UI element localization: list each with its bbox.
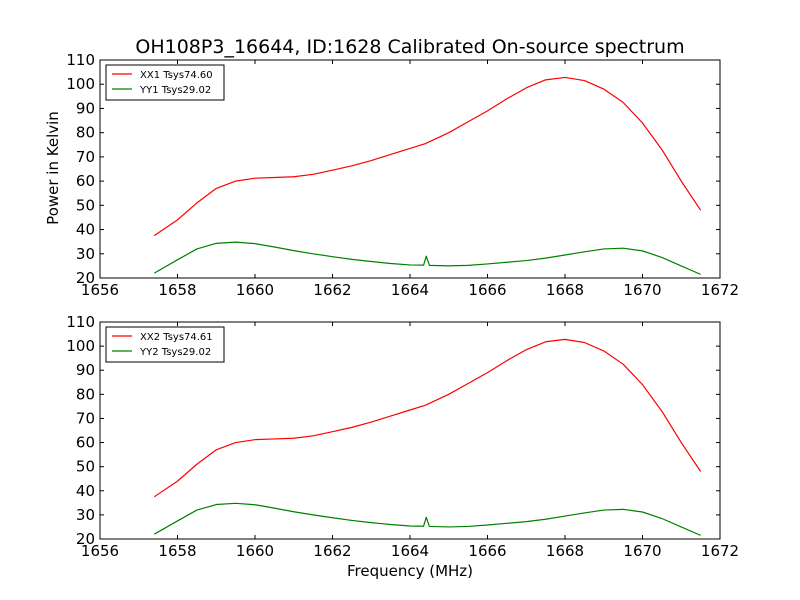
y-tick-label: 90 <box>76 361 95 379</box>
legend-box <box>105 64 225 101</box>
x-tick-label: 1660 <box>236 281 274 299</box>
x-tick-label: 1670 <box>623 281 661 299</box>
y-tick-label: 40 <box>76 221 95 239</box>
y-tick-label: 60 <box>76 434 95 452</box>
x-tick-label: 1664 <box>391 281 429 299</box>
y-tick-label: 100 <box>66 337 95 355</box>
y-tick-label: 110 <box>66 51 95 69</box>
chart-title: OH108P3_16644, ID:1628 Calibrated On-sou… <box>135 36 684 58</box>
y-tick-label: 70 <box>76 148 95 166</box>
legend-label: YY1 Tsys29.02 <box>139 85 211 96</box>
legend-box <box>105 326 225 363</box>
series-line-xx <box>153 338 702 498</box>
x-tick-label: 1668 <box>546 281 584 299</box>
plot-panel-2: 1656 1658 1660 1662 1664 1666 1668 1670 1672 20 30… <box>66 313 739 560</box>
y-tick-label: 60 <box>76 172 95 190</box>
y-tick-label: 100 <box>66 75 95 93</box>
legend: XX2 Tsys74.61 YY2 Tsys29.02 <box>105 326 225 363</box>
x-tick-label: 1670 <box>623 542 661 560</box>
y-tick-label: 50 <box>76 196 95 214</box>
chart-panels: 1656 1658 1660 1662 1664 1666 1668 1670 1672 20 30… <box>66 51 739 560</box>
legend-label: YY2 Tsys29.02 <box>139 347 211 358</box>
series-line-yy <box>153 241 701 275</box>
y-tick-label: 70 <box>76 409 95 427</box>
x-axis-title: Frequency (MHz) <box>347 562 473 580</box>
y-tick-label: 20 <box>76 269 95 287</box>
series-line-xx <box>153 76 702 237</box>
series-line-yy <box>153 502 701 536</box>
y-tick-label: 30 <box>76 245 95 263</box>
x-tick-label: 1656 <box>81 542 119 560</box>
y-tick-label: 110 <box>66 313 95 331</box>
y-tick-label: 90 <box>76 99 95 117</box>
y-tick-label: 50 <box>76 458 95 476</box>
x-tick-label: 1666 <box>468 542 506 560</box>
y-tick-label: 30 <box>76 506 95 524</box>
x-tick-label: 1660 <box>236 542 274 560</box>
x-tick-label: 1666 <box>468 281 506 299</box>
y-tick-label: 80 <box>76 124 95 142</box>
y-tick-label: 40 <box>76 482 95 500</box>
x-tick-label: 1672 <box>701 281 739 299</box>
legend: XX1 Tsys74.60 YY1 Tsys29.02 <box>105 64 225 101</box>
x-tick-label: 1662 <box>313 542 351 560</box>
y-tick-label: 20 <box>76 530 95 548</box>
plot-panel-1: 1656 1658 1660 1662 1664 1666 1668 1670 1672 20 30… <box>66 51 739 299</box>
x-tick-label: 1658 <box>158 542 196 560</box>
legend-label: XX2 Tsys74.61 <box>140 332 213 343</box>
x-tick-label: 1668 <box>546 542 584 560</box>
x-tick-label: 1658 <box>158 281 196 299</box>
x-tick-label: 1662 <box>313 281 351 299</box>
y-tick-label: 80 <box>76 385 95 403</box>
x-tick-label: 1664 <box>391 542 429 560</box>
x-tick-label: 1656 <box>81 281 119 299</box>
x-tick-label: 1672 <box>701 542 739 560</box>
y-axis-title: Power in Kelvin <box>44 111 62 225</box>
legend-label: XX1 Tsys74.60 <box>140 70 213 81</box>
